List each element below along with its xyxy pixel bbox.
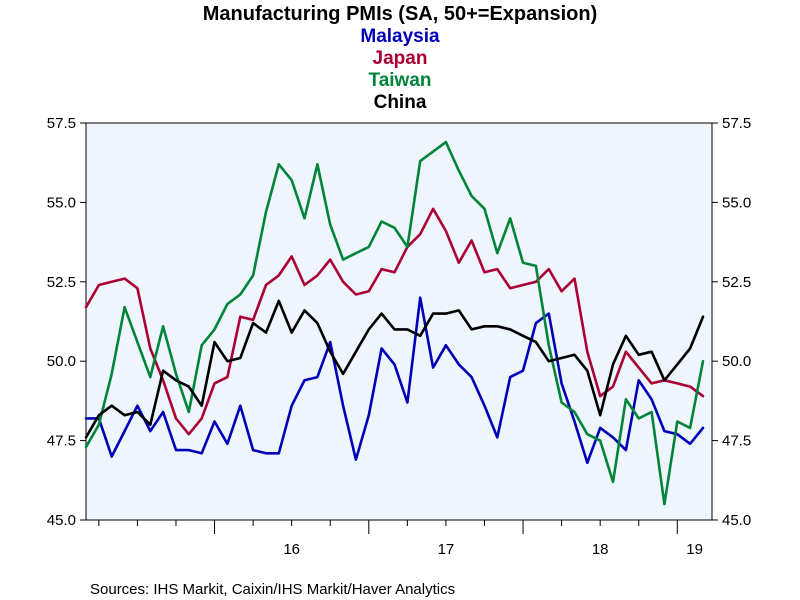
source-note: Sources: IHS Markit, Caixin/IHS Markit/H… — [90, 581, 455, 598]
y-tick-label-right: 50.0 — [722, 353, 751, 370]
y-tick-label-left: 55.0 — [47, 194, 76, 211]
y-tick-label-right: 52.5 — [722, 274, 751, 291]
legend-label-malaysia: Malaysia — [360, 26, 440, 47]
y-tick-label-left: 52.5 — [47, 274, 76, 291]
x-tick-label: 18 — [592, 541, 609, 558]
plot-area — [85, 122, 713, 521]
x-tick-label: 17 — [438, 541, 455, 558]
chart-title: Manufacturing PMIs (SA, 50+=Expansion) — [203, 3, 598, 25]
series-line-china — [84, 299, 705, 439]
y-tick-label-right: 57.5 — [722, 115, 751, 132]
y-tick-label-left: 47.5 — [47, 433, 76, 450]
series-line-japan — [84, 207, 705, 436]
legend-label-taiwan: Taiwan — [369, 70, 432, 91]
series-line-malaysia — [84, 296, 705, 465]
series-line-taiwan — [84, 140, 705, 506]
y-tick-label-left: 57.5 — [47, 115, 76, 132]
y-tick-label-right: 55.0 — [722, 194, 751, 211]
y-tick-label-right: 47.5 — [722, 433, 751, 450]
x-tick-label: 19 — [686, 541, 703, 558]
y-tick-label-left: 45.0 — [47, 512, 76, 529]
legend-label-japan: Japan — [373, 48, 428, 69]
legend-label-china: China — [374, 92, 427, 113]
y-tick-label-left: 50.0 — [47, 353, 76, 370]
x-tick-label: 16 — [283, 541, 300, 558]
y-tick-label-right: 45.0 — [722, 512, 751, 529]
